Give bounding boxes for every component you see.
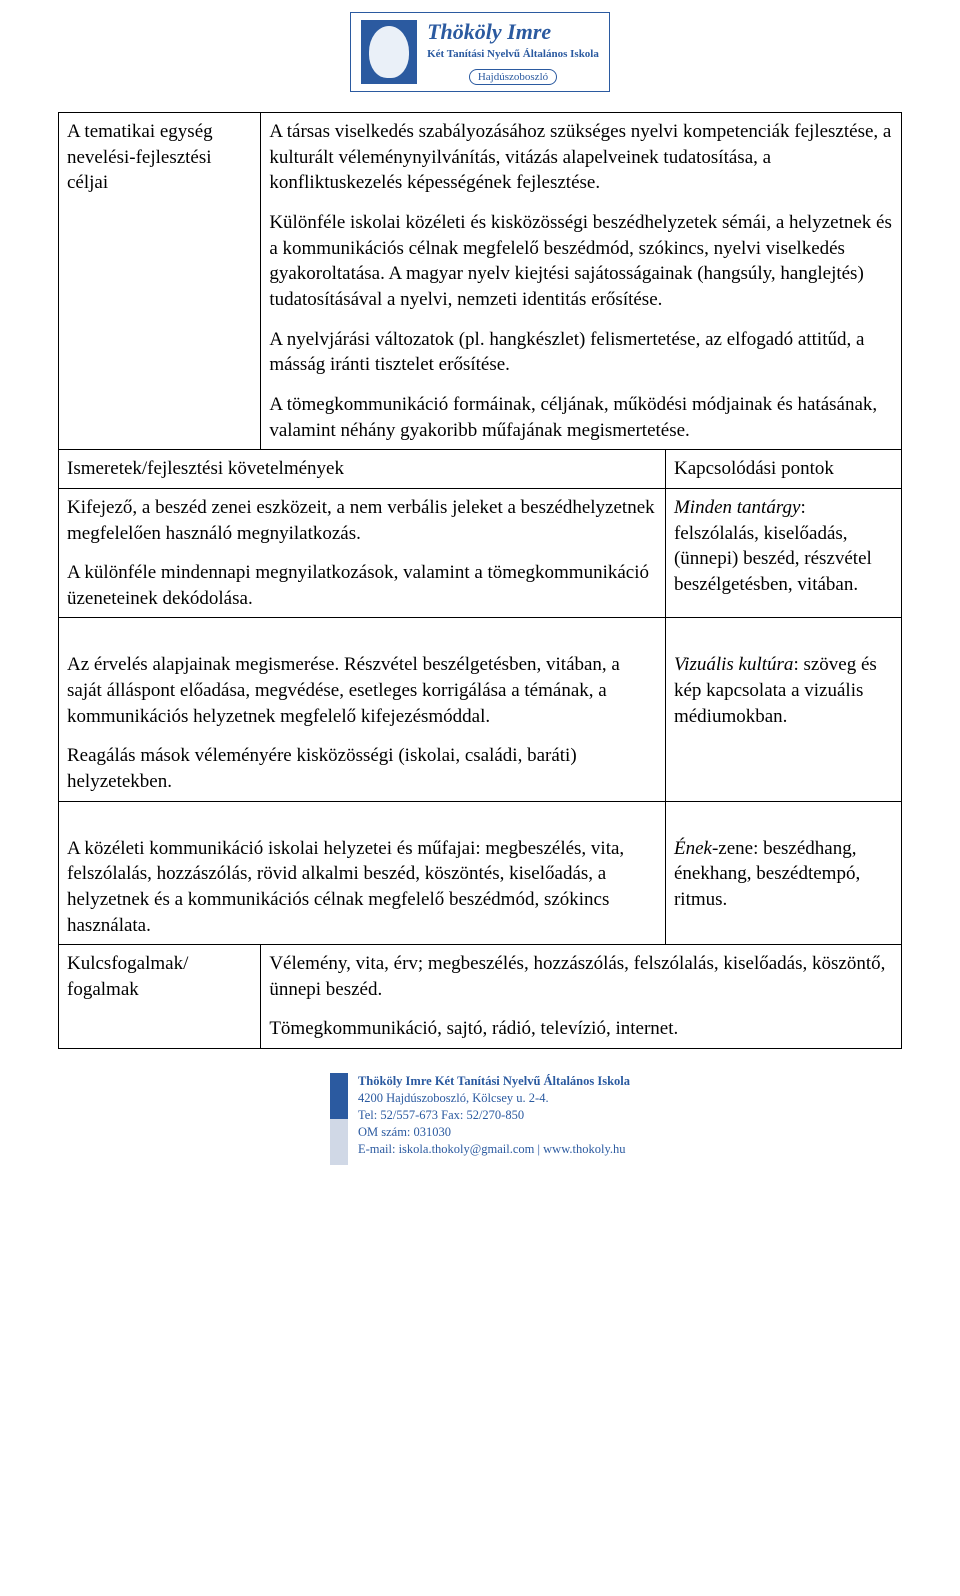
footer-line: 4200 Hajdúszoboszló, Kölcsey u. 2-4. [358, 1090, 630, 1107]
key-concepts-paragraph: Tömegkommunikáció, sajtó, rádió, televíz… [269, 1016, 893, 1042]
connection-point-cell: Minden tantárgy: felszólalás, kiselőadás… [665, 488, 901, 618]
requirement-paragraph: Kifejező, a beszéd zenei eszközeit, a ne… [67, 495, 657, 546]
goals-paragraph: A nyelvjárási változatok (pl. hangkészle… [269, 327, 893, 378]
portrait-icon [361, 20, 417, 84]
requirements-right-header: Kapcsolódási pontok [665, 450, 901, 489]
logo-subtitle: Két Tanítási Nyelvű Általános Iskola [427, 47, 599, 62]
connection-subject: Ének [674, 838, 712, 859]
goals-row-content: A társas viselkedés szabályozásához szük… [261, 113, 902, 450]
logo-text-block: Thököly Imre Két Tanítási Nyelvű Általán… [427, 17, 599, 87]
logo-title: Thököly Imre [427, 17, 599, 47]
goals-paragraph: A társas viselkedés szabályozásához szük… [269, 119, 893, 196]
footer-line: OM szám: 031030 [358, 1124, 630, 1141]
key-concepts-paragraph: Vélemény, vita, érv; megbeszélés, hozzás… [269, 951, 893, 1002]
requirement-paragraph: Az érvelés alapjainak megismerése. Részv… [67, 652, 657, 729]
goals-paragraph: Különféle iskolai közéleti és kisközössé… [269, 210, 893, 313]
requirements-block: Az érvelés alapjainak megismerése. Részv… [59, 618, 902, 801]
key-concepts-content: Vélemény, vita, érv; megbeszélés, hozzás… [261, 945, 902, 1049]
page-header-logo: Thököly Imre Két Tanítási Nyelvű Általán… [58, 12, 902, 92]
connection-subject: Minden tantárgy [674, 497, 800, 518]
logo-container: Thököly Imre Két Tanítási Nyelvű Általán… [350, 12, 610, 92]
key-concepts-row: Kulcsfogalmak/ fogalmak Vélemény, vita, … [59, 945, 902, 1049]
requirements-left-cell: Az érvelés alapjainak megismerése. Részv… [59, 618, 666, 801]
requirement-paragraph: Reagálás mások véleményére kisközösségi … [67, 743, 657, 794]
footer-bar-icon [330, 1073, 348, 1165]
section-goals-row: A tematikai egység nevelési-fejlesztési … [59, 113, 902, 450]
footer-text: Thököly Imre Két Tanítási Nyelvű Általán… [358, 1073, 630, 1157]
key-concepts-label: Kulcsfogalmak/ fogalmak [59, 945, 261, 1049]
page-footer: Thököly Imre Két Tanítási Nyelvű Általán… [58, 1073, 902, 1165]
connection-point-cell: Vizuális kultúra: szöveg és kép kapcsola… [665, 618, 901, 801]
requirements-block: A közéleti kommunikáció iskolai helyzete… [59, 801, 902, 945]
footer-line: Tel: 52/557-673 Fax: 52/270-850 [358, 1107, 630, 1124]
requirements-left-cell: Kifejező, a beszéd zenei eszközeit, a ne… [59, 488, 666, 618]
requirement-paragraph: A közéleti kommunikáció iskolai helyzete… [67, 836, 657, 939]
connection-point-cell: Ének-zene: beszédhang, énekhang, beszédt… [665, 801, 901, 945]
footer-line: E-mail: iskola.thokoly@gmail.com | www.t… [358, 1141, 630, 1158]
requirements-header-row: Ismeretek/fejlesztési követelmények Kapc… [59, 450, 902, 489]
curriculum-table: A tematikai egység nevelési-fejlesztési … [58, 112, 902, 1049]
logo-city: Hajdúszoboszló [469, 69, 557, 86]
requirements-block: Kifejező, a beszéd zenei eszközeit, a ne… [59, 488, 902, 618]
goals-row-label: A tematikai egység nevelési-fejlesztési … [59, 113, 261, 450]
requirements-left-cell: A közéleti kommunikáció iskolai helyzete… [59, 801, 666, 945]
requirement-paragraph: A különféle mindennapi megnyilatkozások,… [67, 560, 657, 611]
footer-block: Thököly Imre Két Tanítási Nyelvű Általán… [330, 1073, 630, 1165]
connection-subject: Vizuális kultúra [674, 654, 793, 675]
goals-paragraph: A tömegkommunikáció formáinak, céljának,… [269, 392, 893, 443]
footer-line: Thököly Imre Két Tanítási Nyelvű Általán… [358, 1073, 630, 1090]
requirements-left-header: Ismeretek/fejlesztési követelmények [59, 450, 666, 489]
